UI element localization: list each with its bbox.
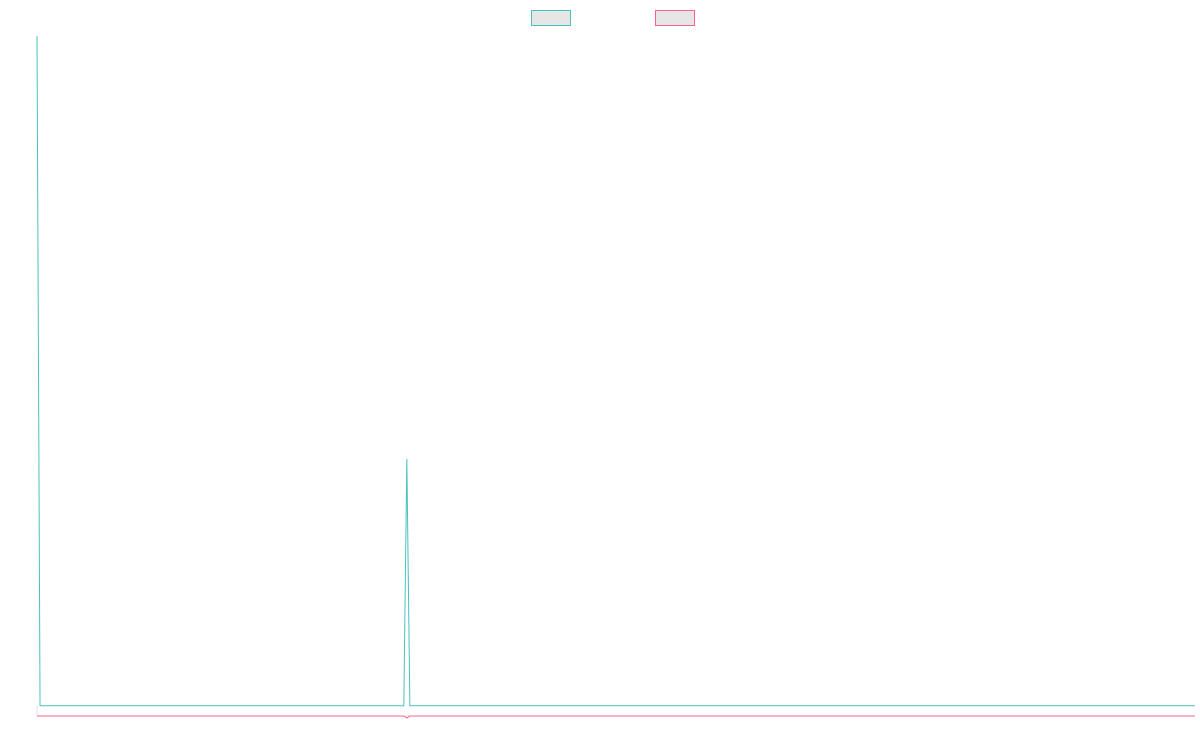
- legend-box[interactable]: [655, 10, 695, 26]
- line-series: [36, 35, 1195, 707]
- line-series: [37, 715, 1195, 719]
- legend-box[interactable]: [531, 10, 571, 26]
